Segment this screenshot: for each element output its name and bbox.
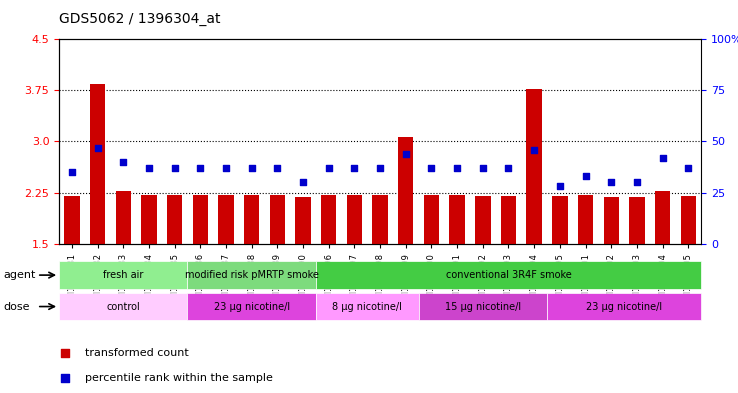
- Text: percentile rank within the sample: percentile rank within the sample: [85, 373, 272, 383]
- Bar: [578, 195, 593, 244]
- Text: dose: dose: [4, 301, 30, 312]
- Point: [297, 179, 309, 185]
- Text: 8 μg nicotine/l: 8 μg nicotine/l: [332, 301, 402, 312]
- Text: GDS5062 / 1396304_at: GDS5062 / 1396304_at: [59, 12, 221, 26]
- Point: [503, 165, 514, 171]
- Point: [60, 350, 72, 356]
- FancyBboxPatch shape: [187, 261, 316, 289]
- Point: [451, 165, 463, 171]
- FancyBboxPatch shape: [316, 261, 701, 289]
- Bar: [552, 196, 568, 244]
- Text: agent: agent: [4, 270, 36, 280]
- Point: [220, 165, 232, 171]
- Bar: [321, 195, 337, 244]
- Bar: [655, 191, 670, 244]
- Bar: [475, 196, 491, 244]
- Point: [528, 147, 540, 153]
- Point: [348, 165, 360, 171]
- Bar: [244, 195, 259, 244]
- Bar: [604, 197, 619, 244]
- Bar: [116, 191, 131, 244]
- Point: [400, 151, 412, 157]
- Bar: [449, 195, 465, 244]
- Bar: [526, 89, 542, 244]
- Bar: [141, 195, 156, 244]
- Point: [143, 165, 155, 171]
- Point: [683, 165, 694, 171]
- Point: [66, 169, 77, 175]
- Bar: [424, 195, 439, 244]
- Point: [117, 159, 129, 165]
- FancyBboxPatch shape: [59, 261, 187, 289]
- Point: [579, 173, 591, 179]
- Bar: [64, 196, 80, 244]
- FancyBboxPatch shape: [59, 293, 187, 320]
- Bar: [218, 195, 234, 244]
- FancyBboxPatch shape: [316, 293, 418, 320]
- Bar: [398, 137, 413, 244]
- Text: control: control: [106, 301, 140, 312]
- Text: 15 μg nicotine/l: 15 μg nicotine/l: [445, 301, 521, 312]
- FancyBboxPatch shape: [418, 293, 547, 320]
- Point: [323, 165, 334, 171]
- Text: 23 μg nicotine/l: 23 μg nicotine/l: [586, 301, 662, 312]
- Point: [605, 179, 617, 185]
- Bar: [347, 195, 362, 244]
- Point: [194, 165, 206, 171]
- Point: [426, 165, 438, 171]
- Bar: [373, 195, 387, 244]
- Point: [246, 165, 258, 171]
- FancyBboxPatch shape: [187, 293, 316, 320]
- Point: [631, 179, 643, 185]
- Point: [657, 155, 669, 161]
- Bar: [269, 195, 285, 244]
- Point: [272, 165, 283, 171]
- Point: [60, 375, 72, 381]
- Bar: [501, 196, 516, 244]
- Bar: [167, 195, 182, 244]
- Bar: [630, 197, 644, 244]
- Text: conventional 3R4F smoke: conventional 3R4F smoke: [446, 270, 571, 280]
- Bar: [90, 84, 106, 244]
- Bar: [680, 196, 696, 244]
- FancyBboxPatch shape: [547, 293, 701, 320]
- Text: modified risk pMRTP smoke: modified risk pMRTP smoke: [184, 270, 319, 280]
- Point: [477, 165, 489, 171]
- Bar: [193, 195, 208, 244]
- Bar: [295, 197, 311, 244]
- Point: [169, 165, 181, 171]
- Point: [92, 145, 103, 151]
- Text: fresh air: fresh air: [103, 270, 143, 280]
- Text: transformed count: transformed count: [85, 348, 188, 358]
- Point: [554, 183, 566, 189]
- Text: 23 μg nicotine/l: 23 μg nicotine/l: [213, 301, 290, 312]
- Point: [374, 165, 386, 171]
